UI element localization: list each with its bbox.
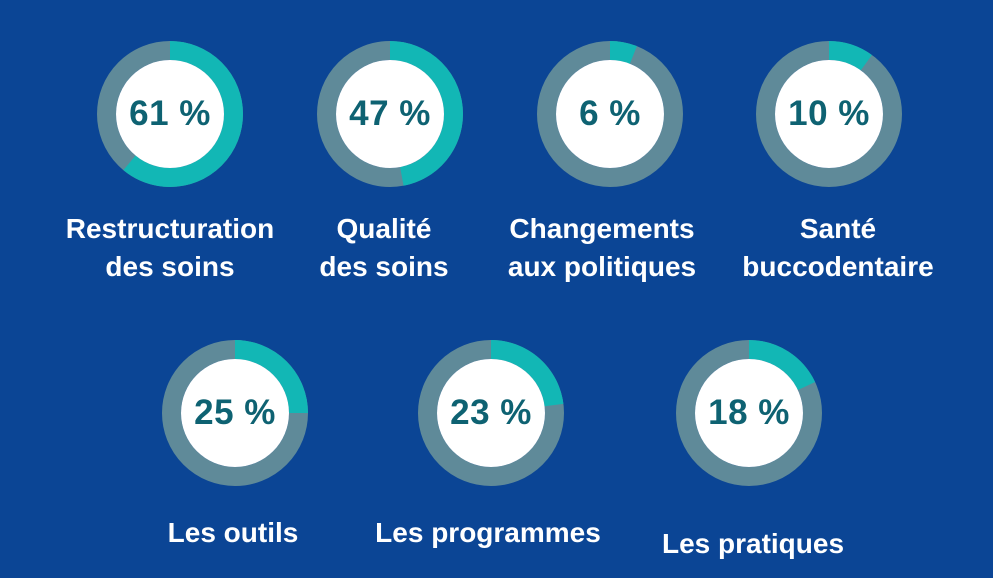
donut-ring	[317, 41, 463, 187]
label-line: des soins	[105, 251, 235, 282]
donut-changements: 6 %	[537, 41, 683, 187]
label-pratiques: Les pratiques	[623, 525, 883, 563]
percent-value: 18 %	[708, 393, 790, 432]
percent-value: 25 %	[194, 393, 276, 432]
donut-center	[181, 359, 289, 467]
label-line: Santé	[799, 213, 877, 244]
donut-ring	[418, 340, 564, 486]
label-line: des soins	[319, 251, 449, 282]
percent-value: 10 %	[788, 94, 870, 133]
label-line: Les outils	[167, 517, 299, 548]
label-line: Changements	[509, 213, 695, 244]
label-sante: Santé buccodentaire	[708, 210, 968, 286]
donut-qualite: 47 %	[317, 41, 463, 187]
percent-value: 47 %	[349, 94, 431, 133]
label-changements: Changements aux politiques	[472, 210, 732, 286]
label-line: Les pratiques	[661, 528, 845, 559]
ring-value-arc	[756, 41, 902, 187]
donut-ring	[537, 41, 683, 187]
label-line: aux politiques	[507, 251, 697, 282]
label-programmes: Les programmes	[358, 514, 618, 552]
label-line: Les programmes	[375, 517, 601, 548]
percent-value: 6 %	[579, 94, 641, 133]
ring-value-arc	[676, 340, 822, 486]
donut-outils: 25 %	[162, 340, 308, 486]
label-outils: Les outils	[103, 514, 363, 552]
percent-value: 61 %	[129, 94, 211, 133]
ring-value-arc	[97, 41, 243, 187]
donut-programmes: 23 %	[418, 340, 564, 486]
label-restructuration: Restructuration des soins	[40, 210, 300, 286]
donut-restructuration: 61 %	[97, 41, 243, 187]
label-line: buccodentaire	[742, 251, 934, 282]
ring-value-arc	[162, 340, 308, 486]
ring-value-arc	[537, 41, 683, 187]
donut-ring	[162, 340, 308, 486]
label-qualite: Qualité des soins	[254, 210, 514, 286]
donut-center	[695, 359, 803, 467]
donut-ring	[756, 41, 902, 187]
label-line: Qualité	[336, 213, 432, 244]
label-line: Restructuration	[65, 213, 275, 244]
donut-center	[556, 60, 664, 168]
donut-ring	[676, 340, 822, 486]
donut-sante: 10 %	[756, 41, 902, 187]
percent-value: 23 %	[450, 393, 532, 432]
ring-value-arc	[317, 41, 463, 187]
donut-center	[336, 60, 444, 168]
donut-pratiques: 18 %	[676, 340, 822, 486]
donut-center	[775, 60, 883, 168]
donut-center	[116, 60, 224, 168]
donut-center	[437, 359, 545, 467]
donut-ring	[97, 41, 243, 187]
ring-value-arc	[418, 340, 564, 486]
